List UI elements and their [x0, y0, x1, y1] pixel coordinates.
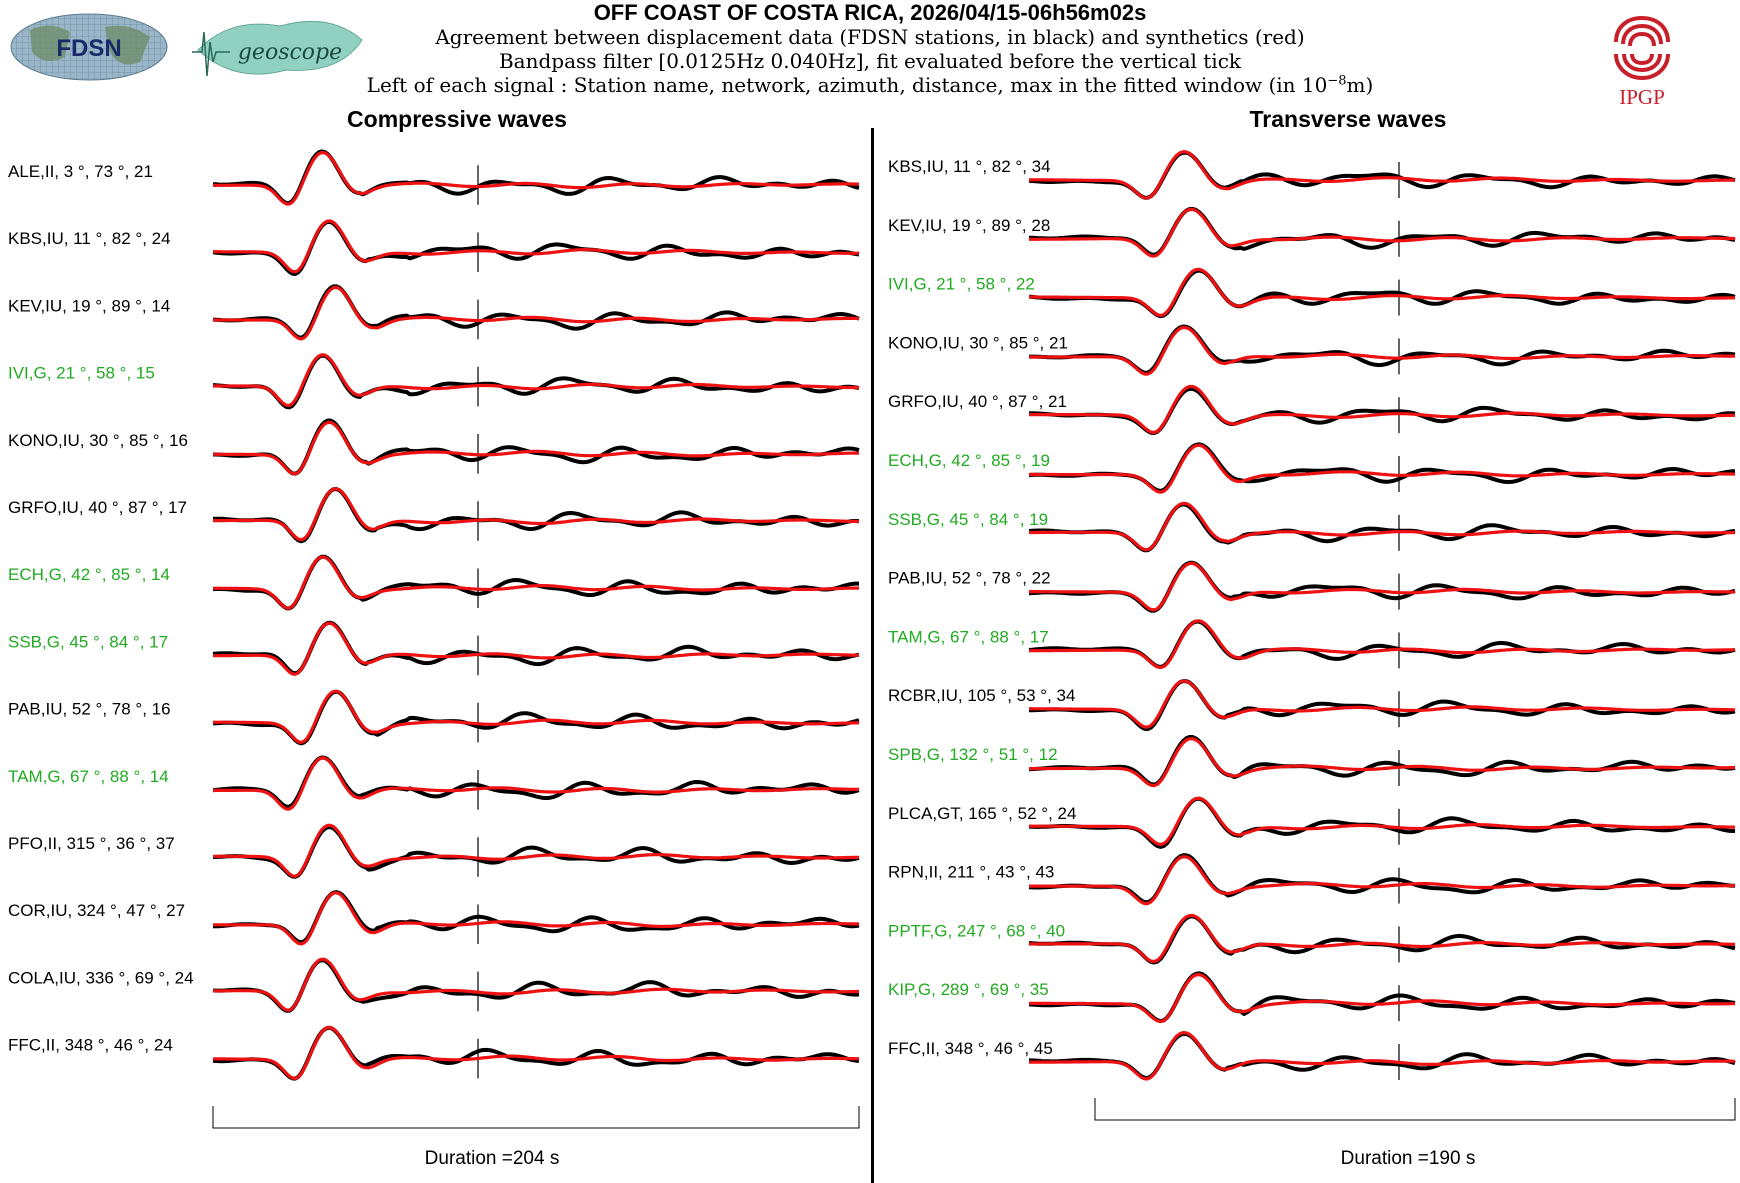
station-label: IVI,G, 21 °, 58 °, 15: [8, 364, 155, 383]
trace-data: [1028, 268, 1736, 319]
trace-synthetic: [1028, 561, 1735, 612]
station-label: TAM,G, 67 °, 88 °, 14: [8, 767, 169, 786]
trace-synthetic: [213, 823, 859, 878]
fdsn-logo: FDSN: [10, 13, 168, 81]
station-label: COR,IU, 324 °, 47 °, 27: [8, 901, 185, 920]
trace-synthetic: [1029, 384, 1736, 435]
subtitle-bandpass: Bandpass filter [0.0125Hz 0.040Hz], fit …: [498, 49, 1242, 73]
station-label: FFC,II, 348 °, 46 °, 45: [888, 1039, 1053, 1058]
ipgp-logo: IPGP: [1614, 16, 1670, 108]
trace-synthetic: [212, 555, 860, 610]
trace-synthetic: [213, 957, 859, 1012]
trace-synthetic: [213, 487, 859, 542]
duration-label-transverse: Duration =190 s: [1340, 1148, 1476, 1169]
station-label: RPN,II, 211 °, 43 °, 43: [888, 863, 1054, 882]
trace-data: [1028, 914, 1736, 965]
trace-synthetic: [1029, 796, 1736, 847]
station-label: ECH,G, 42 °, 85 °, 19: [888, 451, 1050, 470]
trace-synthetic: [1029, 325, 1736, 376]
station-label: KONO,IU, 30 °, 85 °, 21: [888, 333, 1068, 352]
subtitle-agreement: Agreement between displacement data (FDS…: [435, 25, 1305, 49]
station-label: PLCA,GT, 165 °, 52 °, 24: [888, 804, 1076, 823]
trace-synthetic: [213, 756, 859, 811]
trace-synthetic: [213, 420, 859, 476]
trace-data: [212, 149, 860, 206]
station-label: SSB,G, 45 °, 84 °, 19: [888, 510, 1048, 529]
trace-data: [212, 353, 860, 410]
trace-synthetic: [213, 621, 859, 676]
trace-data: [1028, 206, 1736, 257]
panel-title-compressive: Compressive waves: [347, 106, 567, 132]
trace-synthetic: [1029, 855, 1736, 906]
trace-synthetic: [1029, 267, 1735, 318]
trace-synthetic: [1029, 973, 1736, 1024]
ipgp-logo-text: IPGP: [1619, 85, 1665, 108]
trace-data: [212, 554, 859, 611]
station-label: KEV,IU, 19 °, 89 °, 28: [888, 216, 1050, 235]
trace-synthetic: [1029, 150, 1735, 200]
trace-data: [1029, 386, 1736, 435]
station-label: RCBR,IU, 105 °, 53 °, 34: [888, 686, 1075, 705]
trace-synthetic: [1029, 1031, 1736, 1081]
duration-bracket: [1094, 1098, 1736, 1121]
station-label: TAM,G, 67 °, 88 °, 17: [888, 627, 1049, 646]
station-label: GRFO,IU, 40 °, 87 °, 21: [888, 392, 1067, 411]
subtitle-legend-suffix: m): [1346, 73, 1374, 97]
subtitle-legend-note: Left of each signal : Station name, netw…: [0, 73, 1740, 97]
trace-data: [1028, 442, 1736, 493]
station-label: COLA,IU, 336 °, 69 °, 24: [8, 968, 194, 987]
trace-synthetic: [213, 891, 860, 946]
trace-data: [1028, 735, 1736, 787]
station-label: ALE,II, 3 °, 73 °, 21: [8, 162, 153, 181]
trace-data: [1028, 619, 1736, 669]
station-label: SPB,G, 132 °, 51 °, 12: [888, 745, 1058, 764]
trace-data: [1028, 971, 1736, 1024]
trace-data: [212, 755, 860, 809]
station-label: KEV,IU, 19 °, 89 °, 14: [8, 296, 170, 315]
trace-synthetic: [1029, 443, 1736, 494]
station-label: GRFO,IU, 40 °, 87 °, 17: [8, 498, 187, 517]
figure-title: OFF COAST OF COSTA RICA, 2026/04/15-06h5…: [593, 0, 1147, 25]
geoscope-logo: geoscope: [192, 20, 363, 77]
station-label: PAB,IU, 52 °, 78 °, 22: [888, 569, 1051, 588]
trace-synthetic: [1029, 679, 1736, 729]
station-label: ECH,G, 42 °, 85 °, 14: [8, 565, 170, 584]
subtitle-legend-exponent: −8: [1327, 73, 1347, 89]
station-label: PFO,II, 315 °, 36 °, 37: [8, 834, 175, 853]
geoscope-logo-text: geoscope: [238, 40, 342, 65]
trace-data: [1028, 796, 1735, 849]
trace-synthetic: [213, 689, 859, 744]
trace-synthetic: [1028, 619, 1735, 670]
trace-data: [212, 958, 860, 1013]
trace-synthetic: [1029, 913, 1736, 964]
panel-compressive: ALE,II, 3 °, 73 °, 21 KBS,IU, 11 °, 82 °,…: [8, 149, 860, 1129]
trace-synthetic: [1029, 207, 1735, 258]
trace-synthetic: [1029, 737, 1736, 788]
station-label: SSB,G, 45 °, 84 °, 17: [8, 632, 168, 651]
station-label: KBS,IU, 11 °, 82 °, 34: [888, 157, 1051, 176]
panel-divider: [871, 128, 874, 1183]
station-label: PAB,IU, 52 °, 78 °, 16: [8, 700, 171, 719]
trace-synthetic: [1029, 501, 1735, 552]
station-label: FFC,II, 348 °, 46 °, 24: [8, 1036, 173, 1055]
panel-transverse: KBS,IU, 11 °, 82 °, 34 KEV,IU, 19 °, 89 °…: [888, 150, 1736, 1121]
station-label: KONO,IU, 30 °, 85 °, 16: [8, 431, 188, 450]
trace-data: [1028, 560, 1736, 613]
trace-synthetic: [213, 353, 859, 408]
trace-synthetic: [212, 1025, 859, 1081]
duration-bracket: [212, 1106, 860, 1129]
panel-title-transverse: Transverse waves: [1249, 106, 1447, 132]
subtitle-legend-prefix: Left of each signal : Station name, netw…: [366, 73, 1328, 97]
trace-synthetic: [213, 151, 859, 206]
fdsn-logo-text: FDSN: [56, 35, 121, 62]
station-label: IVI,G, 21 °, 58 °, 22: [888, 275, 1035, 294]
duration-label-compressive: Duration =204 s: [424, 1148, 560, 1169]
trace-synthetic: [213, 285, 859, 341]
station-label: PPTF,G, 247 °, 68 °, 40: [888, 921, 1065, 940]
trace-synthetic: [213, 219, 859, 274]
station-label: KBS,IU, 11 °, 82 °, 24: [8, 229, 171, 248]
station-label: KIP,G, 289 °, 69 °, 35: [888, 980, 1049, 999]
